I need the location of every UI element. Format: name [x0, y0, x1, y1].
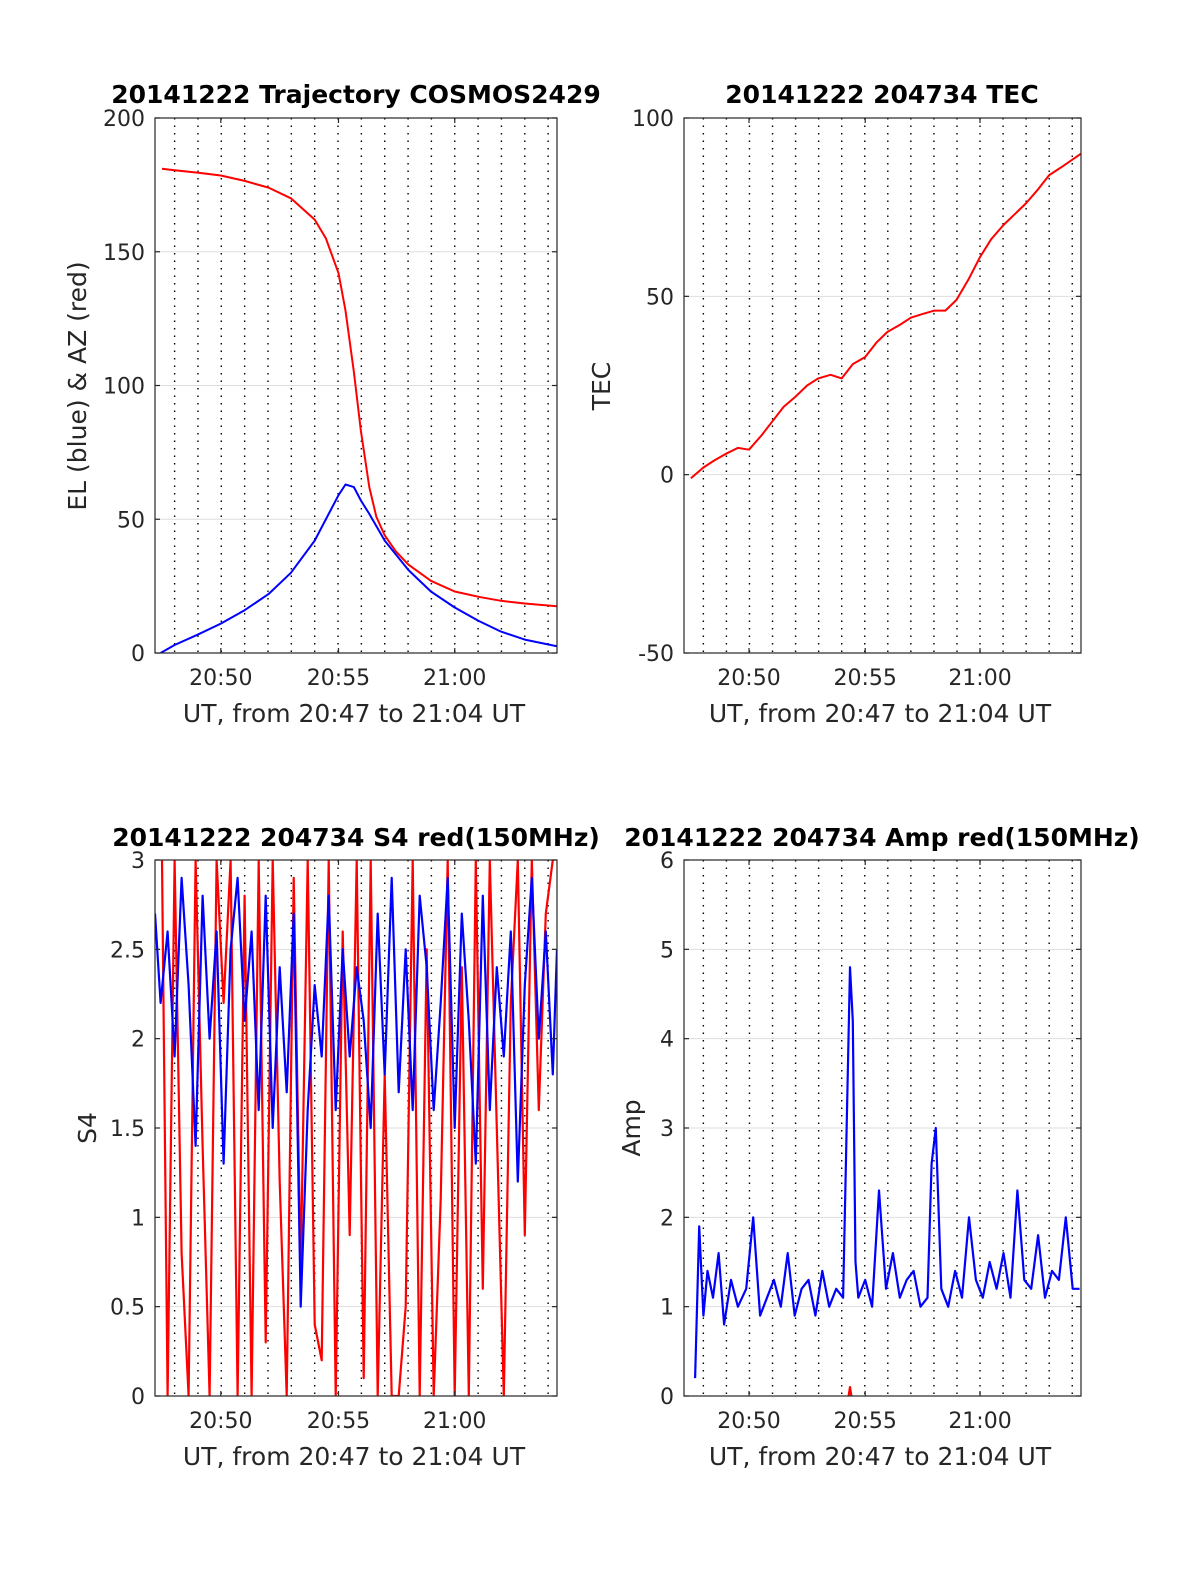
trajectory-chart-ytick-label: 0: [131, 642, 145, 667]
amp-chart-ytick-label: 5: [660, 938, 674, 963]
tec-chart-series-1-line: [690, 152, 1081, 479]
tec-chart-title: 20141222 204734 TEC: [725, 80, 1038, 109]
amp-chart-ytick-label: 0: [660, 1385, 674, 1410]
amp-chart-xtick-label: 20:50: [717, 1409, 780, 1434]
amp-chart-xtick-label: 20:55: [834, 1409, 897, 1434]
trajectory-chart-ytick-label: 100: [103, 375, 145, 400]
trajectory-chart-ylabel: EL (blue) & AZ (red): [63, 261, 92, 510]
s4-chart-ytick-label: 0.5: [110, 1296, 145, 1321]
amp-chart-ytick-label: 1: [660, 1296, 674, 1321]
s4-chart-xtick-label: 20:55: [307, 1409, 370, 1434]
trajectory-chart-xtick-label: 20:55: [307, 666, 370, 691]
s4-chart-ytick-label: 3: [131, 849, 145, 874]
amp-chart-ytick-label: 4: [660, 1028, 674, 1053]
amp-chart-series-1-line: [694, 966, 1080, 1379]
s4-chart-ytick-label: 1: [131, 1206, 145, 1231]
s4-chart-xtick-label: 20:50: [189, 1409, 252, 1434]
amp-chart-xlabel: UT, from 20:47 to 21:04 UT: [709, 1442, 1052, 1471]
trajectory-chart-series-1-line: [161, 167, 557, 608]
amp-chart-ytick-label: 6: [660, 849, 674, 874]
tec-chart-xtick-label: 21:00: [948, 666, 1011, 691]
amp-chart-ytick-label: 2: [660, 1206, 674, 1231]
amp-chart-ylabel: Amp: [617, 1099, 646, 1156]
tec-chart-xtick-label: 20:50: [717, 666, 780, 691]
s4-chart-ytick-label: 1.5: [110, 1117, 145, 1142]
tec-chart-ytick-label: -50: [638, 642, 674, 667]
trajectory-chart-xtick-label: 20:50: [189, 666, 252, 691]
amp-chart-series-2-line: [847, 1385, 853, 1396]
trajectory-chart-ytick-label: 200: [103, 107, 145, 132]
tec-chart-xtick-label: 20:55: [834, 666, 897, 691]
amp-chart: 20141222 204734 Amp red(150MHz) UT, from…: [617, 823, 1140, 1471]
tec-chart-ytick-label: 0: [660, 464, 674, 489]
tec-chart: 20141222 204734 TEC UT, from 20:47 to 21…: [587, 80, 1082, 728]
amp-chart-ytick-label: 3: [660, 1117, 674, 1142]
tec-chart-xlabel: UT, from 20:47 to 21:04 UT: [709, 699, 1052, 728]
s4-chart-xtick-label: 21:00: [423, 1409, 486, 1434]
trajectory-chart-title: 20141222 Trajectory COSMOS2429: [111, 80, 601, 109]
s4-chart-series-2-line: [155, 876, 557, 1308]
s4-chart-ylabel: S4: [73, 1112, 102, 1144]
s4-chart-ytick-label: 2.5: [110, 938, 145, 963]
tec-chart-ylabel: TEC: [587, 362, 616, 412]
tec-chart-ytick-label: 50: [646, 285, 674, 310]
trajectory-chart-xlabel: UT, from 20:47 to 21:04 UT: [183, 699, 526, 728]
s4-chart: 20141222 204734 S4 red(150MHz) UT, from …: [73, 823, 600, 1471]
s4-chart-ytick-label: 2: [131, 1028, 145, 1053]
trajectory-chart-xtick-label: 21:00: [423, 666, 486, 691]
s4-chart-series-1-line: [160, 860, 554, 1396]
s4-chart-title: 20141222 204734 S4 red(150MHz): [112, 823, 600, 852]
s4-chart-xlabel: UT, from 20:47 to 21:04 UT: [183, 1442, 526, 1471]
amp-chart-xtick-label: 21:00: [948, 1409, 1011, 1434]
trajectory-chart-series-2-line: [160, 483, 557, 653]
amp-chart-title: 20141222 204734 Amp red(150MHz): [624, 823, 1140, 852]
trajectory-chart: 20141222 Trajectory COSMOS2429 UT, from …: [63, 80, 601, 728]
tec-chart-ytick-label: 100: [632, 107, 674, 132]
tec-chart-axes-box: [683, 117, 1082, 654]
s4-chart-ytick-label: 0: [131, 1385, 145, 1410]
trajectory-chart-ytick-label: 50: [117, 508, 145, 533]
trajectory-chart-ytick-label: 150: [103, 241, 145, 266]
